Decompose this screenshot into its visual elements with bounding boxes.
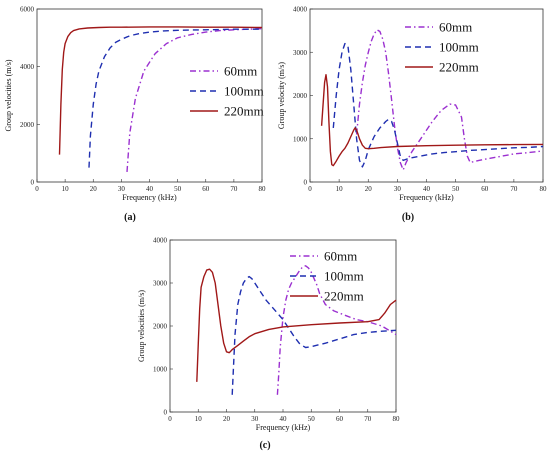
x-tick-label: 30 — [251, 415, 259, 423]
legend-label-220mm: 220mm — [324, 289, 364, 304]
legend-label-100mm: 100mm — [324, 269, 364, 284]
x-tick-label: 30 — [118, 185, 126, 193]
x-tick-label: 20 — [90, 185, 98, 193]
legend-label-100mm: 100mm — [439, 40, 479, 55]
plot-frame — [309, 8, 544, 183]
panel-label: (c) — [259, 440, 270, 451]
x-tick-label: 60 — [481, 185, 489, 193]
x-tick-label: 40 — [423, 185, 431, 193]
y-axis-label: Group velocity (m/s) — [277, 62, 286, 129]
x-tick-label: 10 — [62, 185, 70, 193]
y-axis-label: Group velocities (m/s) — [4, 59, 13, 131]
x-tick-label: 70 — [364, 415, 372, 423]
x-tick-label: 30 — [394, 185, 402, 193]
panel-label: (a) — [124, 212, 136, 223]
series-line-60mm — [276, 265, 397, 395]
legend-label-60mm: 60mm — [324, 249, 357, 264]
x-tick-label: 20 — [223, 415, 231, 423]
series-line-220mm — [58, 26, 263, 155]
chart-panel-1: 0 10 20 30 40 50 60 70 80 0 2000 4000 6000 Frequency … — [4, 6, 266, 224]
y-tick-label: 2000 — [153, 323, 168, 331]
legend-label-220mm: 220mm — [224, 104, 264, 119]
legend-label-220mm: 220mm — [439, 60, 479, 75]
x-tick-label: 0 — [308, 185, 312, 193]
y-tick-label: 0 — [31, 179, 35, 187]
x-tick-label: 50 — [452, 185, 460, 193]
y-tick-label: 4000 — [153, 237, 168, 245]
y-axis-label: Group velocities (m/s) — [137, 290, 146, 362]
x-tick-label: 50 — [174, 185, 182, 193]
x-tick-label: 60 — [202, 185, 210, 193]
x-tick-label: 60 — [336, 415, 344, 423]
x-tick-label: 70 — [510, 185, 518, 193]
series-line-60mm — [355, 29, 544, 171]
series-line-100mm — [88, 28, 262, 168]
legend-label-60mm: 60mm — [224, 64, 257, 79]
x-tick-label: 70 — [230, 185, 238, 193]
y-tick-label: 0 — [164, 409, 168, 417]
series-line-220mm — [320, 74, 544, 167]
panel-label: (b) — [402, 212, 414, 223]
y-tick-label: 2000 — [20, 121, 35, 129]
x-tick-label: 0 — [35, 185, 39, 193]
x-tick-label: 20 — [365, 185, 373, 193]
x-axis-label: Frequency (kHz) — [399, 193, 454, 202]
x-axis-label: Frequency (kHz) — [122, 193, 177, 202]
y-tick-label: 0 — [304, 179, 308, 187]
series-line-100mm — [231, 275, 397, 395]
y-tick-label: 1000 — [293, 135, 308, 143]
x-tick-label: 50 — [308, 415, 316, 423]
legend-label-100mm: 100mm — [224, 84, 264, 99]
y-tick-label: 2000 — [293, 92, 308, 100]
y-tick-label: 4000 — [20, 63, 35, 71]
series-line-60mm — [126, 27, 263, 172]
y-tick-label: 6000 — [20, 6, 35, 14]
series-line-220mm — [196, 268, 397, 382]
chart-panel-2: 0 10 20 30 40 50 60 70 80 0 1000 2000 3000 4000 Freque… — [277, 6, 547, 224]
plot-frame — [169, 239, 397, 413]
x-tick-label: 10 — [336, 185, 344, 193]
legend-label-60mm: 60mm — [439, 20, 472, 35]
x-tick-label: 0 — [168, 415, 172, 423]
y-tick-label: 3000 — [153, 280, 168, 288]
chart-panel-3: 0 10 20 30 40 50 60 70 80 0 1000 2000 3000 4000 Freque… — [137, 237, 400, 452]
y-tick-label: 3000 — [293, 49, 308, 57]
x-tick-label: 10 — [195, 415, 203, 423]
x-tick-label: 80 — [259, 185, 267, 193]
x-tick-label: 80 — [540, 185, 548, 193]
x-axis-label: Frequency (kHz) — [256, 423, 311, 432]
x-tick-label: 40 — [280, 415, 288, 423]
series-line-100mm — [332, 42, 544, 168]
y-tick-label: 1000 — [153, 366, 168, 374]
y-tick-label: 4000 — [293, 6, 308, 14]
x-tick-label: 80 — [393, 415, 401, 423]
x-tick-label: 40 — [146, 185, 154, 193]
